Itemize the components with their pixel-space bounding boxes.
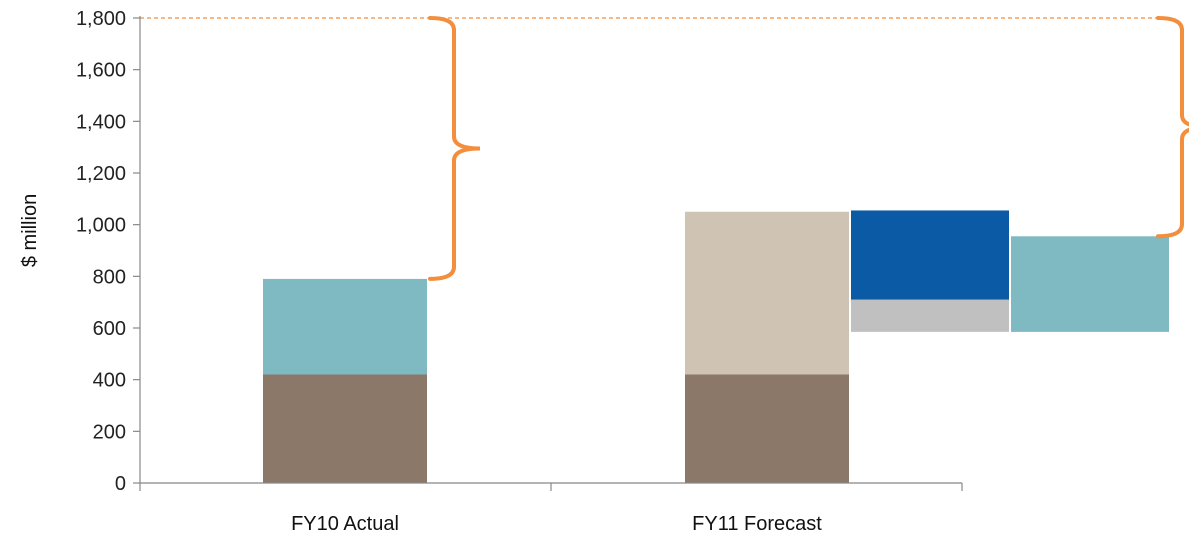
bar-segment-3	[685, 211, 849, 375]
bar-segment-1	[263, 278, 427, 375]
y-axis-label: $ million	[19, 194, 41, 267]
x-category-label-1: FY11 Forecast	[692, 513, 822, 535]
curly-brace-0	[428, 16, 481, 281]
x-category-label-0: FY10 Actual	[291, 513, 399, 535]
y-tick-label-9: 1,800	[76, 8, 126, 30]
y-tick-label-5: 1,000	[76, 215, 126, 237]
y-tick-label-2: 400	[93, 370, 126, 392]
y-tick-label-3: 600	[93, 318, 126, 340]
y-tick-label-8: 1,600	[76, 60, 126, 82]
bars-layer	[263, 210, 1169, 483]
bar-segment-0	[263, 374, 427, 483]
y-tick-label-6: 1,200	[76, 163, 126, 185]
brackets-layer	[428, 16, 1189, 281]
y-tick-label-4: 800	[93, 266, 126, 288]
bar-segment-4	[851, 299, 1009, 332]
bar-segment-5	[851, 210, 1009, 300]
bar-segment-6	[1011, 236, 1169, 332]
y-tick-label-1: 200	[93, 421, 126, 443]
curly-brace-1	[1156, 16, 1189, 239]
bar-segment-2	[685, 374, 849, 483]
axes-layer: 0 200 400 600 800 1,000 1,200 1,400 1,600 1,800 FY…	[76, 8, 963, 535]
y-tick-label-7: 1,400	[76, 111, 126, 133]
y-tick-label-0: 0	[115, 473, 126, 495]
